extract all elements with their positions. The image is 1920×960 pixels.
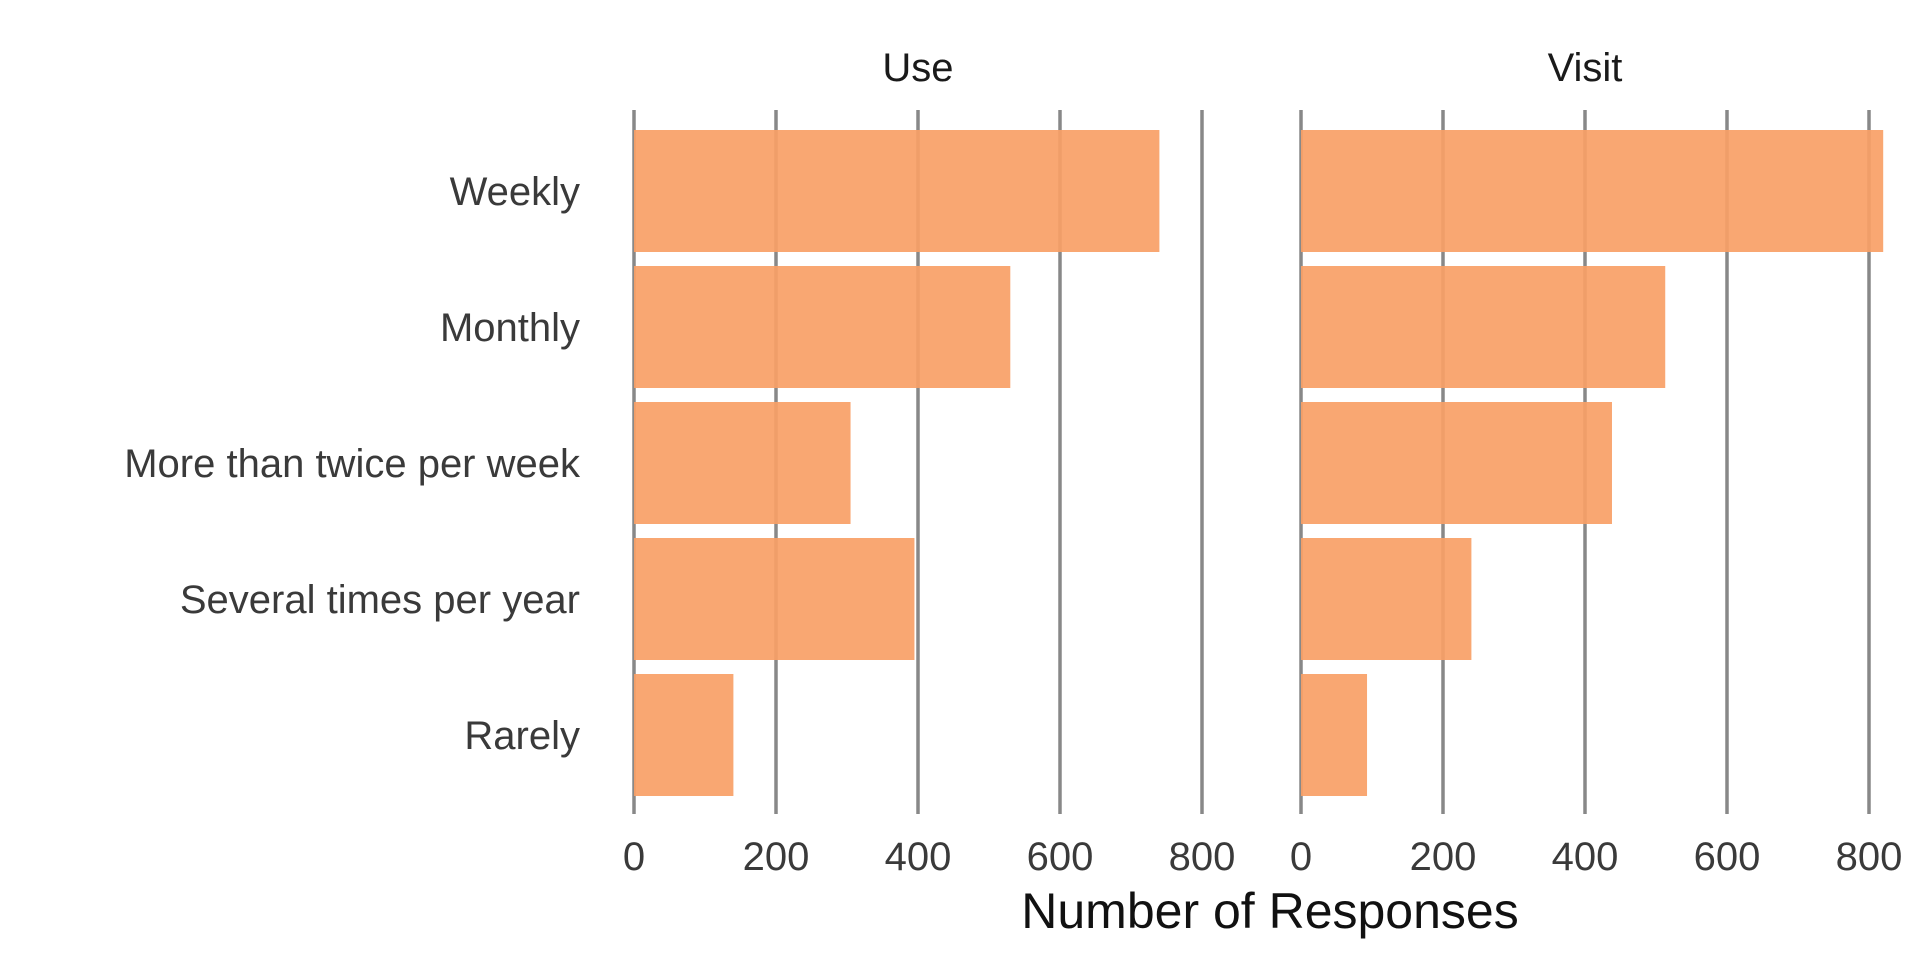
- x-tick-label-visit-0: 0: [1290, 835, 1312, 879]
- x-tick-label-use-0: 0: [623, 835, 645, 879]
- category-label-0: Weekly: [450, 170, 580, 214]
- labels: 0 200 400 600 800 Use 0 200 400 600 800 Visit Weekly…: [124, 46, 1902, 879]
- bar-use-0: [634, 130, 1160, 252]
- x-tick-label-visit-600: 600: [1694, 835, 1761, 879]
- facet-title-visit: Visit: [1548, 46, 1623, 90]
- category-label-3: Several times per year: [180, 578, 580, 622]
- x-tick-label-use-600: 600: [1027, 835, 1094, 879]
- bar-use-1: [634, 266, 1011, 388]
- x-tick-label-visit-200: 200: [1410, 835, 1477, 879]
- x-tick-label-use-800: 800: [1169, 835, 1236, 879]
- x-tick-label-use-200: 200: [743, 835, 810, 879]
- bar-visit-0: [1301, 130, 1884, 252]
- x-tick-label-visit-800: 800: [1836, 835, 1903, 879]
- x-axis-title: Number of Responses: [1021, 883, 1518, 939]
- facet-title-use: Use: [882, 46, 953, 90]
- category-label-4: Rarely: [464, 714, 580, 758]
- category-label-1: Monthly: [440, 306, 580, 350]
- bar-visit-2: [1301, 402, 1612, 524]
- bar-use-4: [634, 674, 734, 796]
- bar-visit-4: [1301, 674, 1368, 796]
- x-tick-label-visit-400: 400: [1552, 835, 1619, 879]
- x-tick-label-use-400: 400: [885, 835, 952, 879]
- bar-visit-3: [1301, 538, 1472, 660]
- category-label-2: More than twice per week: [124, 442, 581, 486]
- bar-use-2: [634, 402, 851, 524]
- bar-visit-1: [1301, 266, 1666, 388]
- bars: [634, 130, 1884, 796]
- bar-use-3: [634, 538, 915, 660]
